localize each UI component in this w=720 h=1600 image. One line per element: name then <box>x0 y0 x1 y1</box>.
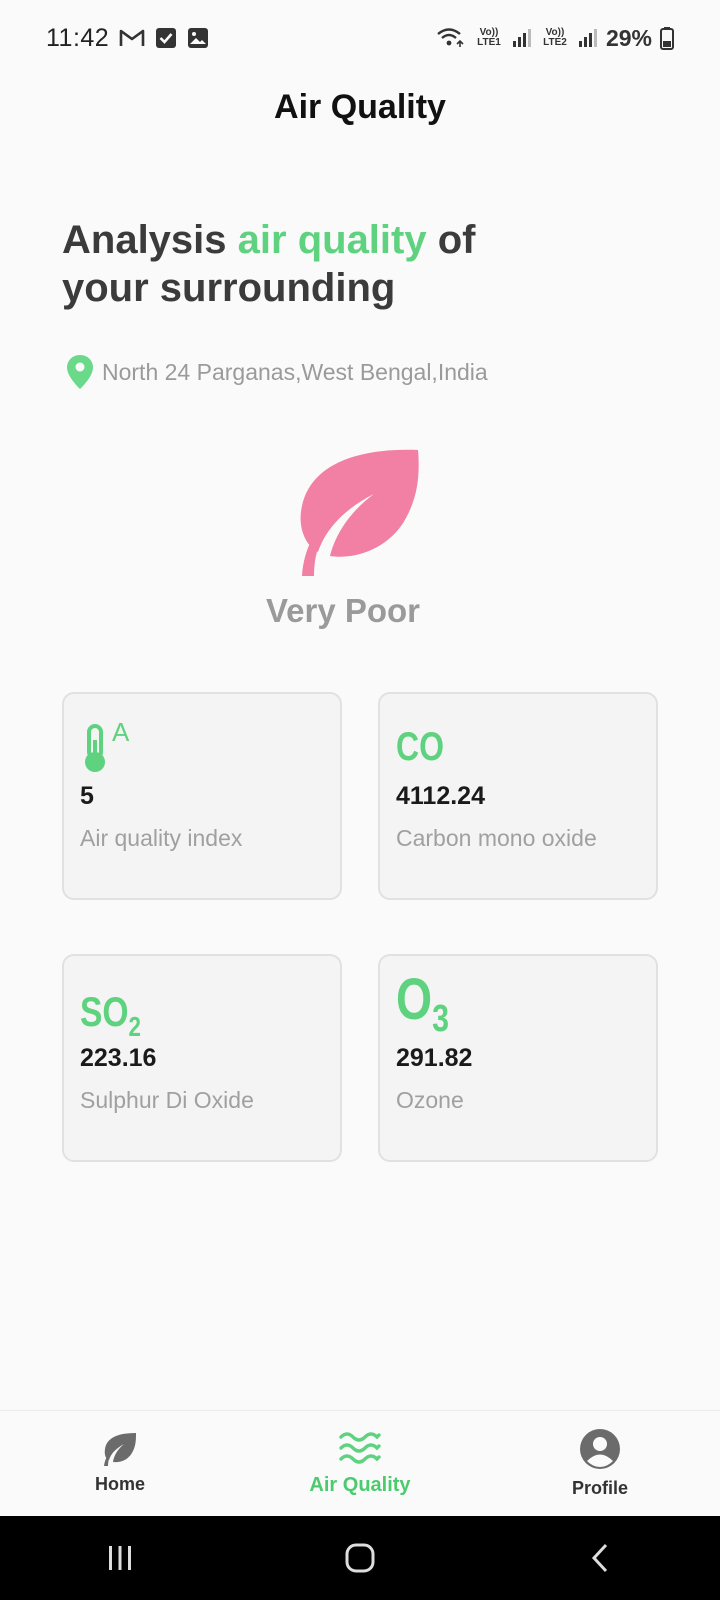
headline-accent: air quality <box>237 218 427 262</box>
aqi-card[interactable]: A 5 Air quality index <box>62 692 342 900</box>
co-icon: CO <box>396 714 640 774</box>
battery-icon <box>660 27 674 50</box>
nav-label-home: Home <box>94 1474 145 1494</box>
air-quality-level: Very Poor <box>265 592 421 629</box>
person-icon <box>580 1429 620 1469</box>
page-title: Air Quality <box>274 88 446 126</box>
sim1-label: Vo)) LTE1 <box>477 27 501 48</box>
thermometer-icon: A <box>80 714 324 774</box>
bottom-nav: Home Air Quality Profile <box>0 1410 720 1516</box>
task-check-icon <box>156 28 177 48</box>
gmail-icon <box>119 29 145 46</box>
so2-icon-text: SO <box>80 988 129 1035</box>
signal-icon <box>578 29 597 47</box>
headline-part2: of your surrounding <box>62 218 476 310</box>
nav-label-profile: Profile <box>571 1478 628 1498</box>
status-left: 11:42 <box>46 24 209 53</box>
o3-icon-subscript: 3 <box>432 998 450 1040</box>
wifi-icon <box>437 28 464 47</box>
leaf-icon <box>104 1433 136 1466</box>
o3-value: 291.82 <box>396 1044 473 1072</box>
recent-apps-icon <box>109 1546 131 1570</box>
nav-item-home[interactable]: Home <box>20 1432 220 1495</box>
headline-part1: Analysis <box>62 218 238 262</box>
status-bar: 11:42 Vo)) LTE1 <box>0 0 720 76</box>
so2-value: 223.16 <box>80 1044 157 1072</box>
so2-icon-subscript: 2 <box>128 1011 142 1042</box>
nav-item-air-quality[interactable]: Air Quality <box>260 1430 460 1497</box>
o3-label: Ozone <box>396 1087 464 1113</box>
aqi-value: 5 <box>80 782 94 810</box>
battery-percent: 29% <box>605 24 652 51</box>
o3-formula: O3 <box>396 971 449 1041</box>
system-nav-bar <box>0 1516 720 1600</box>
location: North 24 Parganas,West Bengal,India <box>66 354 488 390</box>
home-circle-icon <box>345 1543 375 1573</box>
o3-icon: O3 <box>396 971 640 1041</box>
o3-icon-text: O <box>396 967 433 1032</box>
waves-icon <box>339 1432 381 1464</box>
nav-label-air-quality: Air Quality <box>309 1474 411 1496</box>
so2-label: Sulphur Di Oxide <box>80 1087 254 1113</box>
leaf-icon <box>300 449 419 576</box>
status-time: 11:42 <box>46 23 110 52</box>
aqi-label: Air quality index <box>80 825 243 851</box>
co-card[interactable]: CO 4112.24 Carbon mono oxide <box>378 692 658 900</box>
status-right: Vo)) LTE1 Vo)) LTE2 29% <box>436 25 674 52</box>
home-button[interactable] <box>320 1528 400 1588</box>
location-text: North 24 Parganas,West Bengal,India <box>102 358 488 385</box>
back-chevron-icon <box>591 1543 608 1573</box>
o3-card[interactable]: O3 291.82 Ozone <box>378 954 658 1162</box>
location-pin-icon <box>67 355 93 389</box>
so2-card[interactable]: SO2 223.16 Sulphur Di Oxide <box>62 954 342 1162</box>
gallery-icon <box>188 28 209 48</box>
so2-formula: SO2 <box>80 988 141 1042</box>
co-value: 4112.24 <box>396 782 485 810</box>
sim2-label: Vo)) LTE2 <box>543 27 567 48</box>
nav-item-profile[interactable]: Profile <box>500 1428 700 1499</box>
headline: Analysis air quality of your surrounding <box>62 216 542 312</box>
recent-apps-button[interactable] <box>80 1528 160 1588</box>
so2-icon: SO2 <box>80 976 324 1042</box>
co-icon-text: CO <box>396 725 444 769</box>
co-label: Carbon mono oxide <box>396 825 597 851</box>
back-button[interactable] <box>560 1528 640 1588</box>
signal-icon <box>512 29 531 47</box>
thermometer-icon-letter: A <box>112 717 130 747</box>
